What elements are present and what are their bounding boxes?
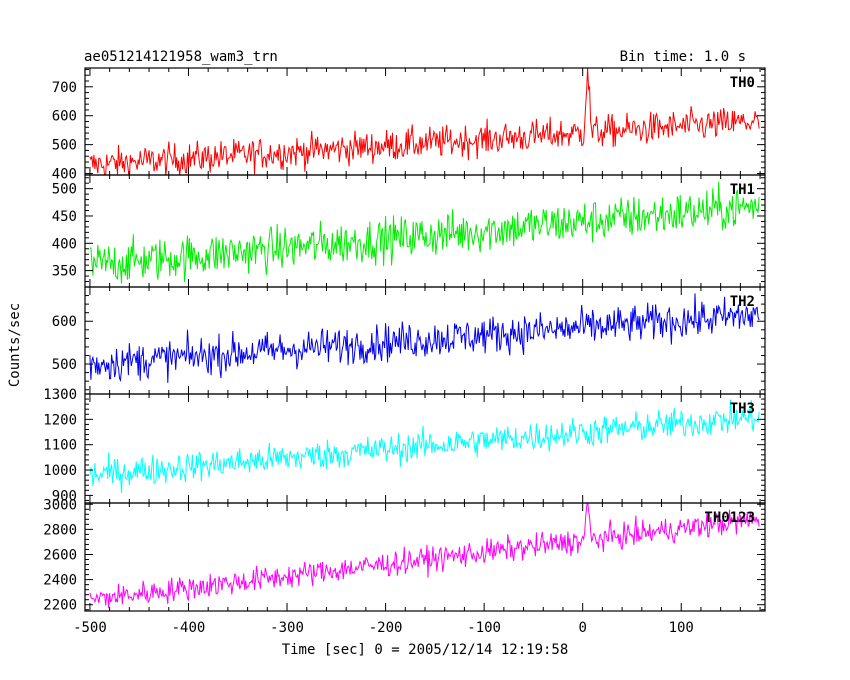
series-th3 bbox=[89, 399, 760, 493]
panel-th0: 400 500 600 700 TH0 bbox=[52, 67, 766, 183]
series-th0123 bbox=[89, 503, 760, 609]
chart-title-right: Bin time: 1.0 s bbox=[620, 49, 746, 65]
y-tick-label: 600 bbox=[52, 109, 77, 125]
y-tick-label: 2600 bbox=[43, 547, 77, 563]
y-tick-label: 900 bbox=[52, 488, 77, 504]
y-tick-label: 2200 bbox=[43, 598, 77, 614]
panel-label-th0: TH0 bbox=[730, 75, 755, 91]
panel-label-th3: TH3 bbox=[730, 401, 755, 417]
x-tick-label: 0 bbox=[578, 620, 586, 636]
x-tick-label: -200 bbox=[369, 620, 403, 636]
panel-th1: 350 400 450 500 TH1 bbox=[52, 174, 766, 288]
panel-th3: 900 1000 1100 1200 1300 TH3 bbox=[43, 387, 766, 504]
y-axis-label: Counts/sec bbox=[7, 303, 23, 387]
y-tick-label: 2800 bbox=[43, 522, 77, 538]
y-tick-label: 400 bbox=[52, 167, 77, 183]
y-tick-label: 450 bbox=[52, 209, 77, 225]
panel-label-th2: TH2 bbox=[730, 294, 755, 310]
series-th1 bbox=[89, 181, 760, 284]
y-tick-label: 1300 bbox=[43, 387, 77, 403]
y-tick-label: 500 bbox=[52, 357, 77, 373]
y-tick-label: 1100 bbox=[43, 438, 77, 454]
x-axis: -500 -400 -300 -200 -100 0 100 bbox=[73, 620, 694, 636]
x-axis-label: Time [sec] 0 = 2005/12/14 12:19:58 bbox=[282, 642, 569, 658]
x-tick-label: -300 bbox=[270, 620, 304, 636]
x-tick-label: -100 bbox=[467, 620, 501, 636]
panel-th2: 500 600 TH2 bbox=[52, 286, 766, 395]
y-tick-label: 700 bbox=[52, 80, 77, 96]
y-tick-label: 2400 bbox=[43, 573, 77, 589]
y-tick-label: 600 bbox=[52, 314, 77, 330]
series-th2 bbox=[89, 293, 760, 383]
y-tick-label: 400 bbox=[52, 236, 77, 252]
x-tick-label: 100 bbox=[669, 620, 694, 636]
x-tick-label: -400 bbox=[172, 620, 206, 636]
y-tick-label: 500 bbox=[52, 138, 77, 154]
panel-label-th1: TH1 bbox=[730, 182, 755, 198]
panel-label-th0123: TH0123 bbox=[704, 510, 755, 526]
chart-title-left: ae051214121958_wam3_trn bbox=[84, 49, 278, 65]
series-th0 bbox=[89, 68, 760, 175]
y-tick-label: 500 bbox=[52, 182, 77, 198]
panel-th0123: 2200 2400 2600 2800 3000 TH0123 bbox=[43, 497, 766, 614]
panel-frame bbox=[84, 174, 766, 288]
y-tick-label: 1000 bbox=[43, 463, 77, 479]
x-tick-label: -500 bbox=[73, 620, 107, 636]
y-tick-label: 3000 bbox=[43, 497, 77, 513]
y-tick-label: 1200 bbox=[43, 412, 77, 428]
y-tick-label: 350 bbox=[52, 264, 77, 280]
